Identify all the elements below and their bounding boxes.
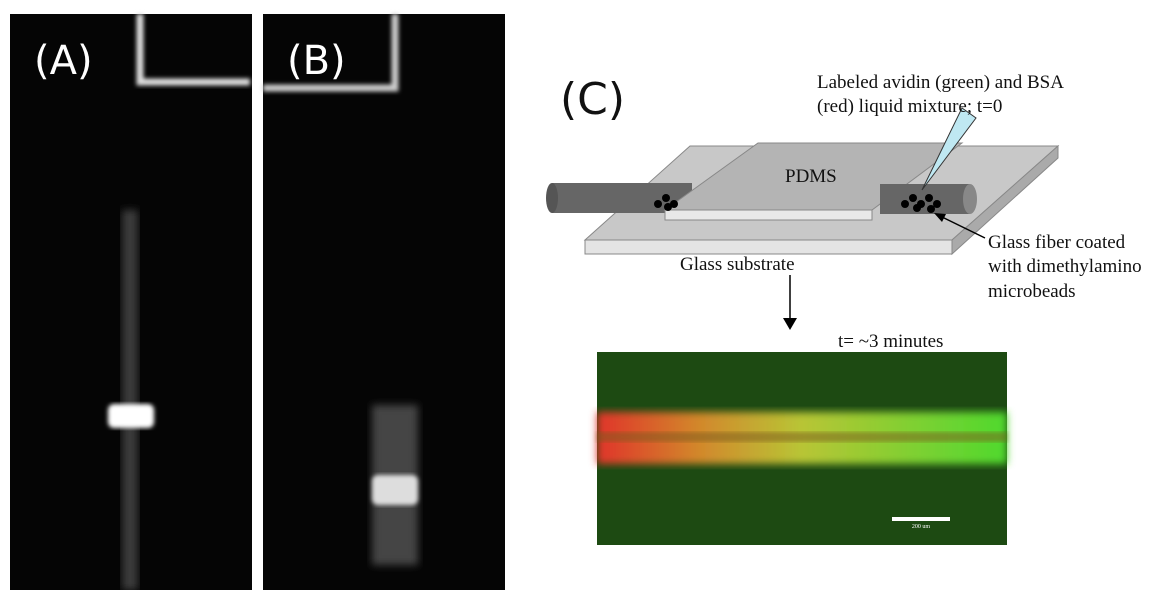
annotation: t= ~3 minutes [838, 331, 943, 352]
annotation: Glass substrate [680, 254, 795, 275]
panel-label: (A) [34, 38, 93, 84]
scale-bar [892, 517, 950, 521]
annotation: (red) liquid mixture; t=0 [817, 96, 1002, 117]
panel-a: (A) [10, 14, 252, 590]
streak [122, 210, 138, 590]
fiber-end [963, 184, 977, 214]
annotation: Labeled avidin (green) and BSA [817, 72, 1064, 93]
panel-label: (C) [560, 74, 625, 125]
annotation: Glass fiber coated [988, 232, 1126, 253]
band [372, 475, 418, 505]
panel-b: (B) [263, 14, 505, 590]
figure: (A) (B) (C) Labeled avi [0, 0, 1173, 590]
fiber-core [597, 432, 1007, 442]
annotation: with dimethylamino [988, 256, 1142, 277]
pdms-front [665, 210, 872, 220]
annotation: microbeads [988, 281, 1076, 302]
annotation: PDMS [785, 166, 837, 187]
substrate-front [585, 240, 952, 254]
arrow-head [783, 318, 797, 330]
panel-label: (B) [287, 38, 346, 84]
panel-c: (C) Labeled avidin (green) and BSA (red)… [546, 72, 1142, 545]
fiber [880, 184, 970, 214]
band [108, 404, 154, 428]
scale-label: 200 um [912, 524, 931, 530]
fiber-end [546, 183, 558, 213]
